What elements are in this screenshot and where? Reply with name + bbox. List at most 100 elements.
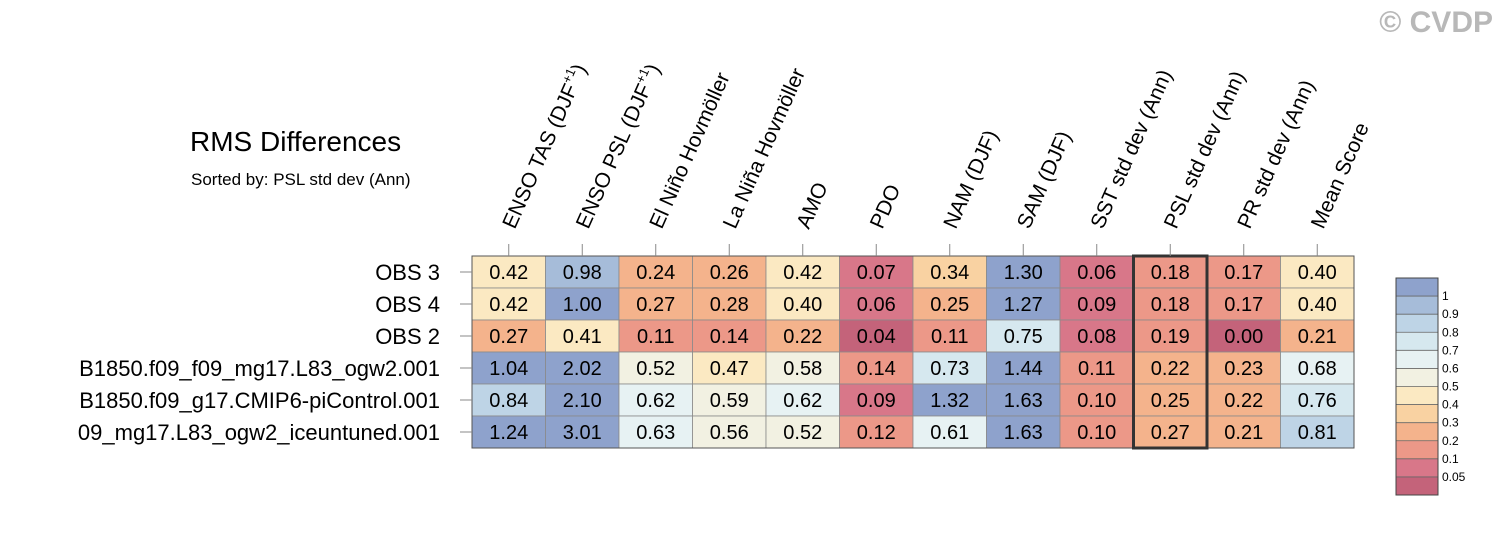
row-label-b1850-f09-g17-cmip6-picontrol-001: B1850.f09_g17.CMIP6-piControl.001 — [79, 388, 440, 413]
column-label-el-ni-o-hovm-ller: El Niño Hovmöller — [645, 69, 734, 232]
cell-value-obs-3-la-ni-a-hovm-ller: 0.26 — [710, 262, 749, 284]
colorbar-label-0-6: 0.6 — [1442, 361, 1459, 375]
colorbar-swatch-4 — [1396, 350, 1438, 369]
colorbar-label-0-7: 0.7 — [1442, 343, 1459, 357]
cell-value-obs-2-el-ni-o-hovm-ller: 0.11 — [637, 326, 674, 348]
colorbar-label-0-2: 0.2 — [1442, 434, 1459, 448]
cell-value-09-mg17-l83-ogw2-iceuntuned-001-amo: 0.52 — [783, 422, 822, 444]
cell-value-obs-3-sam-djf: 1.30 — [1004, 262, 1043, 284]
cell-value-09-mg17-l83-ogw2-iceuntuned-001-enso-tas-djf-1: 1.24 — [489, 422, 528, 444]
heatmap-cell-obs-3-psl-std-dev-ann — [1133, 255, 1208, 289]
colorbar-label-0-8: 0.8 — [1442, 325, 1459, 339]
heatmap-cell-09-mg17-l83-ogw2-iceuntuned-001-nam-djf — [912, 415, 987, 449]
cell-value-09-mg17-l83-ogw2-iceuntuned-001-psl-std-dev-ann: 0.27 — [1151, 422, 1190, 444]
cell-value-obs-3-pr-std-dev-ann: 0.17 — [1224, 262, 1263, 284]
column-label-psl-std-dev-ann: PSL std dev (Ann) — [1160, 68, 1250, 232]
heatmap-cell-b1850-f09-f09-mg17-l83-ogw2-001-nam-djf — [912, 351, 987, 385]
cell-value-obs-4-mean-score: 0.40 — [1298, 294, 1337, 316]
cell-value-b1850-f09-g17-cmip6-picontrol-001-mean-score: 0.76 — [1298, 390, 1337, 412]
heatmap-cell-b1850-f09-f09-mg17-l83-ogw2-001-sst-std-dev-ann — [1059, 351, 1134, 385]
heatmap-cell-09-mg17-l83-ogw2-iceuntuned-001-enso-tas-djf-1 — [471, 415, 546, 449]
heatmap-cell-obs-4-psl-std-dev-ann — [1133, 287, 1208, 321]
cell-value-b1850-f09-g17-cmip6-picontrol-001-sam-djf: 1.63 — [1004, 390, 1043, 412]
cell-value-obs-4-enso-tas-djf-1: 0.42 — [489, 294, 528, 316]
cell-value-b1850-f09-g17-cmip6-picontrol-001-pr-std-dev-ann: 0.22 — [1224, 390, 1263, 412]
cell-value-b1850-f09-f09-mg17-l83-ogw2-001-pr-std-dev-ann: 0.23 — [1224, 358, 1263, 380]
heatmap-cell-b1850-f09-f09-mg17-l83-ogw2-001-mean-score — [1280, 351, 1355, 385]
cell-value-09-mg17-l83-ogw2-iceuntuned-001-nam-djf: 0.61 — [930, 422, 969, 444]
heatmap-cell-09-mg17-l83-ogw2-iceuntuned-001-sst-std-dev-ann — [1059, 415, 1134, 449]
row-label-b1850-f09-f09-mg17-l83-ogw2-001: B1850.f09_f09_mg17.L83_ogw2.001 — [79, 356, 440, 381]
cell-value-b1850-f09-g17-cmip6-picontrol-001-nam-djf: 1.32 — [930, 390, 969, 412]
row-label-obs-3: OBS 3 — [375, 260, 440, 285]
cell-value-obs-4-sam-djf: 1.27 — [1004, 294, 1043, 316]
heatmap-cell-obs-2-la-ni-a-hovm-ller — [692, 319, 767, 353]
heatmap-cell-obs-4-sst-std-dev-ann — [1059, 287, 1134, 321]
cell-value-b1850-f09-g17-cmip6-picontrol-001-sst-std-dev-ann: 0.10 — [1077, 390, 1116, 412]
heatmap-cell-obs-4-pr-std-dev-ann — [1206, 287, 1281, 321]
colorbar-label-0-05: 0.05 — [1442, 470, 1466, 484]
heatmap-cell-b1850-f09-g17-cmip6-picontrol-001-pr-std-dev-ann — [1206, 383, 1281, 417]
column-label-enso-tas-djf-1: ENSO TAS (DJF+1) — [496, 59, 592, 232]
colorbar-swatch-8 — [1396, 422, 1438, 441]
heatmap-cell-b1850-f09-g17-cmip6-picontrol-001-sam-djf — [986, 383, 1061, 417]
heatmap-cell-obs-4-amo — [765, 287, 840, 321]
cell-value-obs-3-enso-psl-djf-1: 0.98 — [563, 262, 602, 284]
colorbar-label-0-3: 0.3 — [1442, 416, 1459, 430]
heatmap-cell-obs-2-mean-score — [1280, 319, 1355, 353]
column-label-enso-psl-djf-1: ENSO PSL (DJF+1) — [569, 59, 665, 232]
cell-value-obs-2-nam-djf: 0.11 — [931, 326, 968, 348]
cell-value-b1850-f09-f09-mg17-l83-ogw2-001-la-ni-a-hovm-ller: 0.47 — [710, 358, 749, 380]
cell-value-b1850-f09-g17-cmip6-picontrol-001-el-ni-o-hovm-ller: 0.62 — [636, 390, 675, 412]
cell-value-b1850-f09-f09-mg17-l83-ogw2-001-mean-score: 0.68 — [1298, 358, 1337, 380]
column-label-pdo: PDO — [866, 181, 906, 232]
cell-value-b1850-f09-f09-mg17-l83-ogw2-001-amo: 0.58 — [783, 358, 822, 380]
colorbar-label-0-1: 0.1 — [1442, 452, 1459, 466]
cell-value-obs-4-enso-psl-djf-1: 1.00 — [563, 294, 602, 316]
cell-value-obs-2-sam-djf: 0.75 — [1004, 326, 1043, 348]
cell-value-obs-4-nam-djf: 0.25 — [930, 294, 969, 316]
heatmap-cell-obs-4-sam-djf — [986, 287, 1061, 321]
cell-value-obs-2-pdo: 0.04 — [857, 326, 896, 348]
cell-value-09-mg17-l83-ogw2-iceuntuned-001-el-ni-o-hovm-ller: 0.63 — [636, 422, 675, 444]
cell-value-obs-3-mean-score: 0.40 — [1298, 262, 1337, 284]
cell-value-b1850-f09-g17-cmip6-picontrol-001-la-ni-a-hovm-ller: 0.59 — [710, 390, 749, 412]
colorbar-swatch-7 — [1396, 404, 1438, 423]
heatmap-cell-obs-3-enso-tas-djf-1 — [471, 255, 546, 289]
cell-value-b1850-f09-f09-mg17-l83-ogw2-001-enso-tas-djf-1: 1.04 — [489, 358, 528, 380]
colorbar-swatch-2 — [1396, 314, 1438, 333]
cell-value-obs-2-psl-std-dev-ann: 0.19 — [1151, 326, 1190, 348]
heatmap-cell-09-mg17-l83-ogw2-iceuntuned-001-psl-std-dev-ann — [1133, 415, 1208, 449]
column-label-pr-std-dev-ann: PR std dev (Ann) — [1233, 77, 1319, 232]
heatmap-cell-obs-2-el-ni-o-hovm-ller — [618, 319, 693, 353]
column-label-nam-djf: NAM (DJF) — [939, 127, 1003, 232]
colorbar-frame — [1395, 277, 1439, 496]
cell-value-obs-4-amo: 0.40 — [783, 294, 822, 316]
cell-value-obs-4-psl-std-dev-ann: 0.18 — [1151, 294, 1190, 316]
heatmap-cell-09-mg17-l83-ogw2-iceuntuned-001-la-ni-a-hovm-ller — [692, 415, 767, 449]
colorbar-label-1: 1 — [1442, 289, 1449, 303]
cell-value-09-mg17-l83-ogw2-iceuntuned-001-enso-psl-djf-1: 3.01 — [563, 422, 602, 444]
colorbar-label-0-4: 0.4 — [1442, 398, 1459, 412]
row-label-obs-2: OBS 2 — [375, 324, 440, 349]
heatmap-cell-obs-4-la-ni-a-hovm-ller — [692, 287, 767, 321]
heatmap-cell-obs-3-sam-djf — [986, 255, 1061, 289]
cell-value-obs-3-sst-std-dev-ann: 0.06 — [1077, 262, 1116, 284]
cell-value-obs-3-nam-djf: 0.34 — [930, 262, 969, 284]
heatmap-cell-b1850-f09-f09-mg17-l83-ogw2-001-enso-tas-djf-1 — [471, 351, 546, 385]
row-label-obs-4: OBS 4 — [375, 292, 440, 317]
cell-value-obs-3-psl-std-dev-ann: 0.18 — [1151, 262, 1190, 284]
colorbar-swatch-10 — [1396, 458, 1438, 477]
heatmap-cell-b1850-f09-g17-cmip6-picontrol-001-el-ni-o-hovm-ller — [618, 383, 693, 417]
heatmap-cell-obs-4-enso-psl-djf-1 — [545, 287, 620, 321]
cell-value-obs-2-la-ni-a-hovm-ller: 0.14 — [710, 326, 749, 348]
cell-value-b1850-f09-f09-mg17-l83-ogw2-001-sam-djf: 1.44 — [1004, 358, 1043, 380]
cell-value-obs-3-el-ni-o-hovm-ller: 0.24 — [636, 262, 675, 284]
colorbar-swatch-9 — [1396, 440, 1438, 459]
heatmap-cell-b1850-f09-f09-mg17-l83-ogw2-001-la-ni-a-hovm-ller — [692, 351, 767, 385]
cell-value-obs-3-pdo: 0.07 — [857, 262, 896, 284]
cell-value-obs-2-amo: 0.22 — [783, 326, 822, 348]
heatmap-cell-obs-2-enso-tas-djf-1 — [471, 319, 546, 353]
cell-value-b1850-f09-f09-mg17-l83-ogw2-001-nam-djf: 0.73 — [930, 358, 969, 380]
